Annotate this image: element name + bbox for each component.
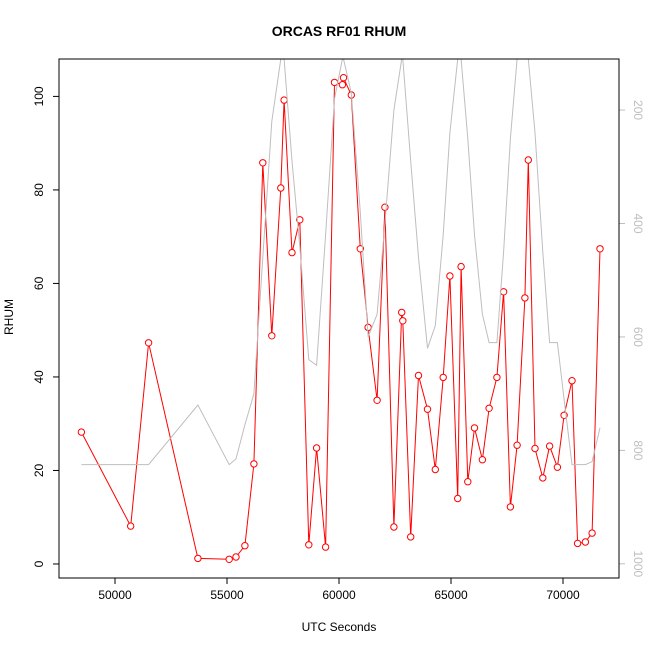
data-point: [568, 377, 576, 385]
data-point: [553, 463, 562, 471]
x-tick-label: 70000: [546, 588, 580, 602]
y2-tick-label: 400: [631, 213, 645, 233]
data-point: [321, 543, 330, 551]
data-point: [539, 474, 547, 482]
data-point: [513, 441, 521, 449]
data-point: [464, 478, 472, 486]
y-tick-label: 0: [32, 560, 46, 567]
y-tick-label: 60: [32, 276, 46, 290]
data-point: [431, 465, 439, 474]
x-tick-label: 50000: [98, 588, 132, 602]
data-point: [596, 245, 604, 253]
data-point: [478, 456, 487, 464]
x-tick-label: 65000: [434, 588, 468, 602]
y-tick-label: 40: [32, 370, 46, 384]
data-point: [338, 81, 347, 89]
data-point: [524, 156, 532, 164]
y-axis-left: 0 20 40 60 80 100: [32, 86, 59, 567]
data-point: [457, 262, 465, 271]
data-point: [485, 404, 493, 412]
y-axis-right: 200 400 600 800 1000: [619, 100, 645, 577]
data-point: [268, 332, 276, 340]
plot-area: [77, 59, 604, 563]
data-point: [144, 339, 153, 347]
data-point: [356, 245, 364, 253]
x-axis-label: UTC Seconds: [302, 620, 377, 634]
data-point: [581, 538, 590, 546]
data-point: [470, 424, 479, 432]
y-tick-label: 20: [32, 463, 46, 477]
data-point: [194, 554, 202, 563]
data-point: [250, 460, 258, 468]
data-point: [381, 203, 389, 211]
data-point: [499, 288, 508, 296]
data-point: [305, 541, 313, 549]
y-tick-label: 80: [32, 183, 46, 197]
data-point: [439, 373, 447, 382]
plot-frame: [58, 58, 620, 579]
y-axis-label: RHUM: [2, 299, 16, 335]
secondary-series-line: [81, 59, 601, 466]
data-point: [545, 442, 554, 450]
data-point: [296, 216, 304, 224]
data-point: [373, 396, 381, 404]
x-tick-label: 60000: [322, 588, 356, 602]
data-point: [241, 542, 249, 550]
x-axis: 50000 55000 60000 65000 70000: [98, 578, 580, 602]
y-tick-label: 100: [32, 86, 46, 106]
data-point: [288, 248, 296, 257]
y2-tick-label: 800: [631, 440, 645, 460]
data-point: [398, 308, 406, 317]
data-point: [531, 444, 539, 453]
data-point: [454, 494, 462, 503]
data-point: [423, 405, 432, 413]
data-point: [232, 553, 240, 561]
data-point: [312, 444, 321, 452]
data-point: [339, 74, 348, 82]
data-point: [506, 503, 515, 511]
y2-tick-label: 1000: [631, 550, 645, 577]
data-point: [127, 522, 135, 530]
chart-title: ORCAS RF01 RHUM: [272, 23, 407, 39]
data-point: [330, 78, 339, 87]
data-point: [493, 373, 501, 382]
data-point: [277, 184, 285, 192]
data-point: [225, 555, 233, 563]
data-point: [414, 371, 423, 380]
data-point: [407, 533, 415, 541]
rhum-series-line: [80, 75, 601, 560]
y2-tick-label: 600: [631, 327, 645, 347]
x-tick-label: 55000: [210, 588, 244, 602]
y2-tick-label: 200: [631, 100, 645, 120]
data-point: [390, 523, 398, 531]
data-point: [399, 317, 407, 325]
data-point: [259, 159, 267, 167]
data-point: [573, 539, 582, 548]
data-point: [588, 529, 596, 537]
data-point: [446, 272, 454, 280]
data-point: [77, 428, 86, 436]
data-point: [521, 294, 529, 302]
data-point: [280, 96, 288, 104]
